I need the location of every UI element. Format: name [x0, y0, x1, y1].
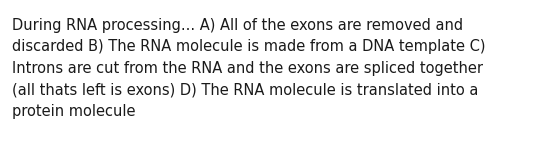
Text: (all thats left is exons) D) The RNA molecule is translated into a: (all thats left is exons) D) The RNA mol…	[12, 82, 478, 98]
Text: Introns are cut from the RNA and the exons are spliced together: Introns are cut from the RNA and the exo…	[12, 61, 483, 76]
Text: discarded B) The RNA molecule is made from a DNA template C): discarded B) The RNA molecule is made fr…	[12, 40, 485, 54]
Text: During RNA processing... A) All of the exons are removed and: During RNA processing... A) All of the e…	[12, 18, 463, 33]
Text: protein molecule: protein molecule	[12, 104, 136, 119]
